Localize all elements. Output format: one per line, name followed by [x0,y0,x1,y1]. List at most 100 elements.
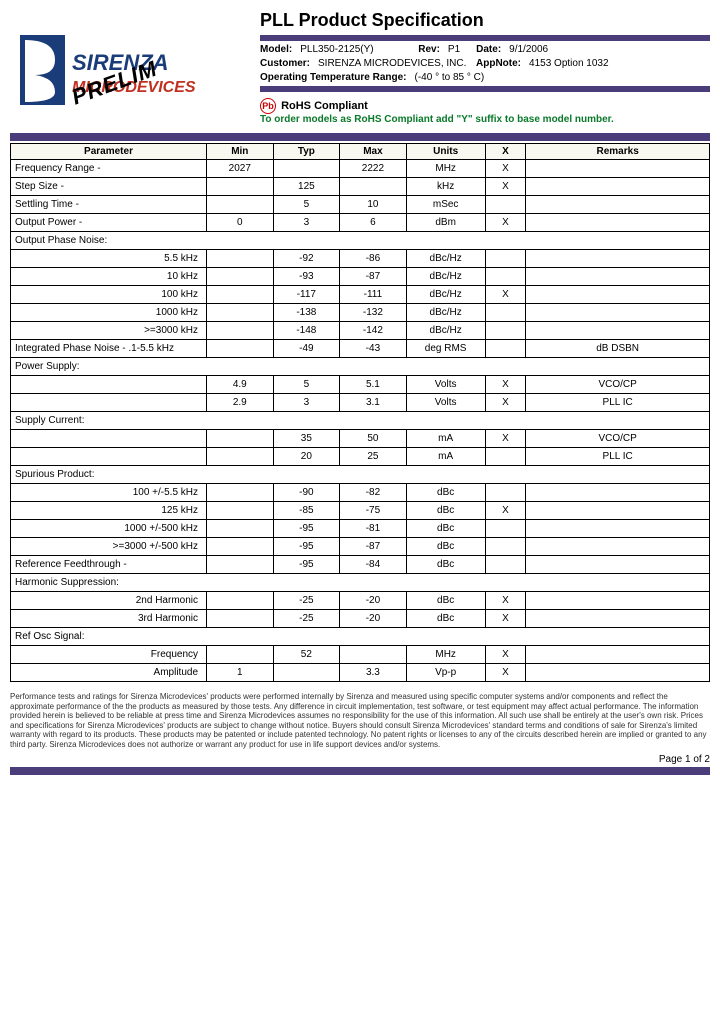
section-label: Ref Osc Signal: [11,628,710,646]
cell-remarks: PLL IC [526,394,710,412]
cell-max: -142 [340,322,407,340]
cell-max: -81 [340,520,407,538]
cell-remarks [526,322,710,340]
cell-units: mA [406,430,485,448]
section-label: Harmonic Suppression: [11,574,710,592]
cell-typ: -138 [273,304,340,322]
cell-remarks [526,304,710,322]
cell-remarks: PLL IC [526,448,710,466]
cell-typ: -90 [273,484,340,502]
cell-units: dBc [406,502,485,520]
cell-units: Volts [406,376,485,394]
cell-x [485,268,526,286]
cell-max: 50 [340,430,407,448]
disclaimer: Performance tests and ratings for Sirenz… [10,692,710,750]
pb-icon: Pb [260,98,276,114]
cell-typ [273,664,340,682]
cell-param: Frequency [11,646,207,664]
cell-units: MHz [406,160,485,178]
cell-remarks [526,250,710,268]
date-label: Date: [476,44,501,55]
cell-remarks [526,268,710,286]
cell-param: Reference Feedthrough - [11,556,207,574]
cell-param: 125 kHz [11,502,207,520]
cell-remarks [526,556,710,574]
cell-min [207,196,274,214]
cell-x [485,538,526,556]
cell-remarks [526,286,710,304]
cell-min [207,304,274,322]
cell-min [207,448,274,466]
divider [260,35,710,41]
cell-typ [273,160,340,178]
cell-units: dBc [406,538,485,556]
temp-label: Operating Temperature Range: [260,72,407,83]
cell-x [485,304,526,322]
table-row: >=3000 kHz-148-142dBc/Hz [11,322,710,340]
section-label: Spurious Product: [11,466,710,484]
table-row: 100 kHz-117-111dBc/HzX [11,286,710,304]
cell-min [207,520,274,538]
cell-x [485,340,526,358]
cell-x [485,556,526,574]
cell-units: dBm [406,214,485,232]
cell-units: dBc/Hz [406,286,485,304]
cell-min: 2.9 [207,394,274,412]
cell-x: X [485,430,526,448]
cell-typ: 52 [273,646,340,664]
cell-min [207,178,274,196]
cell-units: dBc [406,592,485,610]
table-row: >=3000 +/-500 kHz-95-87dBc [11,538,710,556]
table-row: 2nd Harmonic-25-20dBcX [11,592,710,610]
cell-remarks [526,196,710,214]
cell-typ: 35 [273,430,340,448]
cell-x: X [485,160,526,178]
cell-param: 1000 kHz [11,304,207,322]
cell-x [485,250,526,268]
cell-min: 0 [207,214,274,232]
cell-units: dBc/Hz [406,304,485,322]
cell-remarks [526,538,710,556]
cell-param: Output Power - [11,214,207,232]
cell-param: Frequency Range - [11,160,207,178]
table-row: Frequency52MHzX [11,646,710,664]
cell-remarks [526,664,710,682]
cell-max: 3.3 [340,664,407,682]
table-row: 100 +/-5.5 kHz-90-82dBc [11,484,710,502]
date-value: 9/1/2006 [509,44,548,55]
table-row: 4.955.1VoltsXVCO/CP [11,376,710,394]
cell-typ: -95 [273,556,340,574]
cell-param: Step Size - [11,178,207,196]
model-label: Model: [260,44,292,55]
table-row: Power Supply: [11,358,710,376]
appnote-value: 4153 Option 1032 [529,58,609,69]
cell-max: 10 [340,196,407,214]
cell-min [207,538,274,556]
cell-units: dBc [406,556,485,574]
rohs-line: Pb RoHS Compliant [260,98,710,114]
cell-min [207,556,274,574]
spec-header: PLL Product Specification Model: PLL350-… [250,10,710,125]
cell-typ: -85 [273,502,340,520]
cell-max: -43 [340,340,407,358]
section-label: Output Phase Noise: [11,232,710,250]
cell-min [207,430,274,448]
cell-remarks: VCO/CP [526,376,710,394]
cell-min [207,286,274,304]
cell-x: X [485,592,526,610]
table-row: 3550mAXVCO/CP [11,430,710,448]
cell-max [340,178,407,196]
cell-units: kHz [406,178,485,196]
table-row: Reference Feedthrough --95-84dBc [11,556,710,574]
cell-units: Vp-p [406,664,485,682]
cell-units: dBc/Hz [406,250,485,268]
cell-units: dBc [406,520,485,538]
table-header-row: Parameter Min Typ Max Units X Remarks [11,144,710,160]
cell-remarks [526,646,710,664]
model-value: PLL350-2125(Y) [300,44,410,55]
col-parameter: Parameter [11,144,207,160]
cell-min [207,646,274,664]
cell-max [340,646,407,664]
cell-param: 100 +/-5.5 kHz [11,484,207,502]
cell-units: Volts [406,394,485,412]
